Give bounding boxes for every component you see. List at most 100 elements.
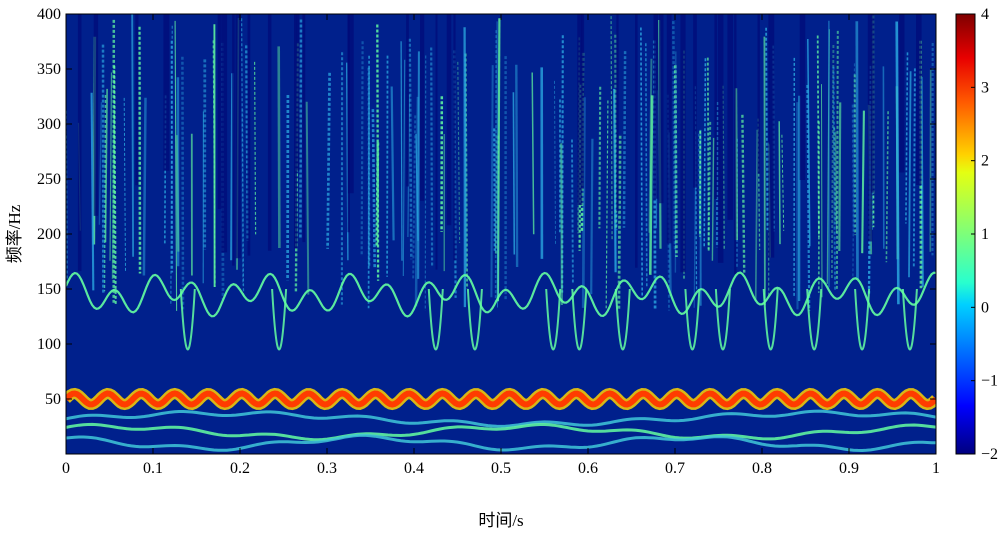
spectral-streak: [908, 71, 912, 278]
spectral-streak: [648, 58, 653, 233]
spectral-streak: [561, 35, 564, 293]
ridge-dip: [806, 288, 823, 351]
spectral-streak: [174, 20, 178, 311]
y-tick-label: 100: [37, 336, 61, 353]
spectral-streak: [367, 55, 370, 309]
spectral-streak: [571, 139, 574, 285]
ridge-dip: [901, 288, 918, 351]
ridge-dip: [571, 288, 588, 351]
spectral-streak: [412, 115, 417, 280]
spectral-streak: [832, 66, 837, 291]
spectral-streak: [531, 72, 535, 235]
spectral-streak: [254, 61, 257, 235]
spectral-streak: [457, 61, 461, 243]
spectral-streak: [415, 133, 419, 241]
spectral-streak: [610, 16, 613, 240]
spectral-streak: [754, 129, 759, 302]
spectral-streak: [673, 65, 678, 258]
spectral-streak: [103, 94, 107, 292]
spectral-streak: [414, 96, 420, 307]
spectral-streak: [515, 64, 519, 268]
spectral-streak: [806, 84, 811, 311]
spectral-streak: [781, 134, 785, 231]
y-axis: 50 100 150 200 250 300 350 400: [37, 6, 936, 408]
spectral-streak: [109, 72, 113, 261]
colorbar-ticks: −2 −1 0 1 2 3 4: [971, 6, 998, 463]
y-tick-label: 50: [45, 391, 61, 408]
y-tick-label: 250: [37, 171, 61, 188]
spectral-streak: [895, 21, 900, 305]
spectral-streak: [614, 34, 617, 230]
spectral-streak: [299, 19, 303, 239]
spectral-streak: [912, 68, 916, 268]
ridge-dip: [466, 288, 483, 351]
spectral-streak: [649, 95, 654, 275]
spectral-streak: [885, 111, 889, 263]
ridge-dip: [614, 288, 631, 351]
spectral-streak: [613, 88, 617, 273]
y-tick-label: 350: [37, 61, 61, 78]
spectral-streak: [694, 86, 698, 290]
x-tick-label: 0.1: [143, 460, 163, 477]
low-frequency-line: [66, 409, 936, 428]
colorbar-tick-label: 1: [981, 226, 989, 243]
spectral-streak: [622, 51, 627, 228]
spectral-streak: [763, 36, 766, 306]
ridge-dip: [684, 288, 701, 351]
spectral-streak: [741, 114, 746, 273]
spectral-streak: [360, 41, 364, 255]
x-tick-label: 0.7: [665, 460, 685, 477]
spectral-streak: [598, 86, 602, 229]
y-tick-label: 300: [37, 116, 61, 133]
harmonic-ridge-line: [66, 271, 936, 318]
spectral-streak: [408, 38, 413, 260]
spectral-streak: [490, 65, 494, 298]
spectral-streak: [494, 30, 498, 306]
ridge-dip: [714, 288, 731, 351]
spectral-streak: [464, 53, 468, 270]
harmonic-ridge: [66, 271, 936, 351]
spectral-streak: [853, 74, 857, 236]
spectral-streak: [560, 143, 563, 306]
spectral-streak: [400, 41, 403, 261]
spectral-streak: [697, 133, 701, 236]
colorbar-tick-label: 0: [981, 299, 989, 316]
spectral-streak: [617, 135, 622, 310]
spectral-streak: [430, 47, 434, 268]
x-tick-label: 0: [62, 460, 70, 477]
spectrogram-background: [66, 14, 936, 454]
ridge-dip: [271, 288, 288, 351]
spectral-streak: [830, 44, 835, 279]
spectral-streak: [852, 63, 856, 279]
spectral-streak: [175, 135, 180, 252]
spectral-streak: [390, 86, 395, 241]
spectral-streaks: [66, 14, 934, 311]
x-axis-title: 时间/s: [478, 511, 523, 530]
spectral-streak: [855, 21, 859, 279]
spectral-streak: [644, 43, 648, 288]
spectral-streak: [212, 40, 216, 287]
x-tick-label: 0.2: [230, 460, 250, 477]
spectral-streak: [821, 84, 823, 298]
spectral-streak: [131, 14, 135, 257]
low-frequency-line: [66, 422, 936, 442]
spectral-streak: [715, 101, 719, 248]
ridge-dip: [545, 288, 562, 351]
colorbar: −2 −1 0 1 2 3 4: [955, 6, 998, 463]
spectral-streak: [672, 21, 677, 251]
y-tick-label: 400: [37, 6, 61, 23]
spectral-streak: [142, 97, 147, 276]
ridge-dip: [854, 288, 871, 351]
spectral-streak: [835, 30, 839, 291]
spectral-streak: [778, 121, 781, 245]
x-tick-label: 0.4: [404, 460, 424, 477]
spectral-streak: [90, 92, 95, 291]
spectral-streak: [123, 97, 126, 273]
y-tick-label: 200: [37, 226, 61, 243]
spectral-streak: [104, 88, 108, 243]
spectral-streak: [765, 27, 769, 231]
spectral-streak: [707, 121, 712, 250]
colorbar-tick-label: −2: [981, 446, 998, 463]
spectrogram-plot: [66, 14, 936, 454]
